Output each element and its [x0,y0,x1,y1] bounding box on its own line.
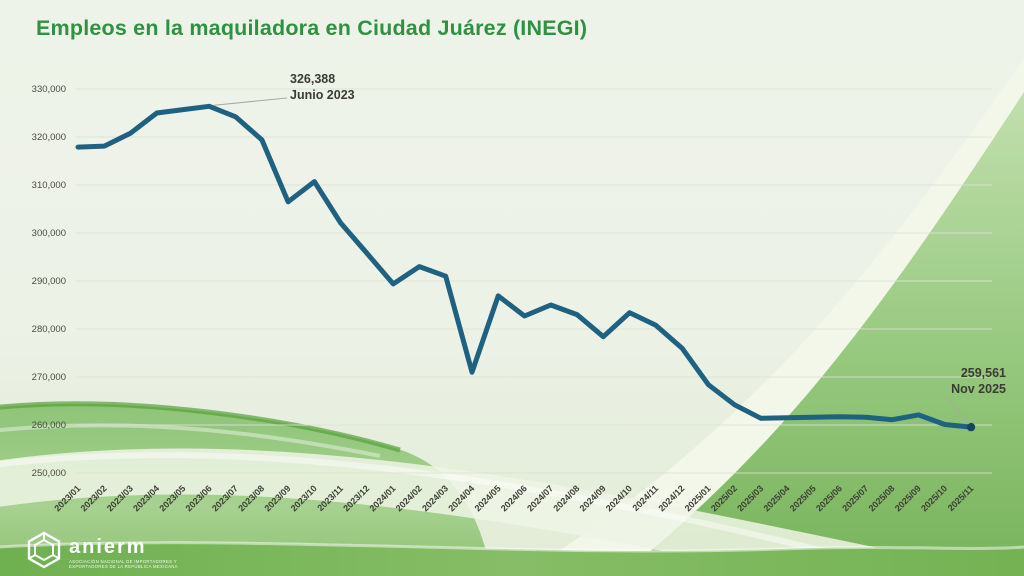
x-axis-tick-label: 2023/08 [236,483,266,513]
x-axis-tick-label: 2025/02 [709,483,739,513]
x-axis-tick-label: 2025/01 [683,483,713,513]
x-axis-tick-label: 2025/09 [893,483,923,513]
swoosh-white-line-2 [0,541,1024,553]
x-axis-tick-label: 2023/11 [315,483,345,513]
last-point-dot [966,422,976,432]
x-axis-tick-label: 2024/09 [578,483,608,513]
x-axis-tick-label: 2023/12 [341,483,371,513]
x-axis-tick-label: 2025/11 [946,483,976,513]
x-axis-tick-label: 2025/05 [788,483,818,513]
x-axis-tick-label: 2024/11 [631,483,661,513]
anierm-logo: anierm ASOCIACIÓN NACIONAL DE IMPORTADOR… [26,531,197,574]
x-axis-tick-label: 2024/05 [473,483,503,513]
x-axis-tick-label: 2023/07 [210,483,240,513]
x-axis-tick-label: 2024/01 [368,483,398,513]
anierm-tagline: ASOCIACIÓN NACIONAL DE IMPORTADORES Y EX… [69,558,178,569]
y-axis-tick-label: 270,000 [32,372,66,383]
end-annotation-label: Nov 2025 [951,381,1006,396]
x-axis-tick-label: 2023/02 [79,483,109,513]
x-axis-tick-label: 2025/08 [867,483,897,513]
x-axis-tick-label: 2023/05 [157,483,187,513]
end-annotation: 259,561 Nov 2025 [898,366,1006,397]
x-axis-tick-label: 2024/10 [604,483,634,513]
x-axis-tick-label: 2023/06 [184,483,214,513]
end-leader-line [947,398,970,425]
swoosh-bottom-strip [0,542,1024,576]
anierm-wordmark: anierm [69,535,147,558]
y-axis-tick-label: 280,000 [32,324,66,335]
employment-line [75,103,974,430]
peak-annotation: 326,388 Junio 2023 [290,72,355,103]
swoosh-white-line-3 [0,423,381,458]
swoosh-dark-edge [0,401,401,453]
x-axis-tick-label: 2025/03 [735,483,765,513]
x-axis-tick-label: 2023/04 [131,483,161,513]
x-axis-tick-label: 2024/03 [420,483,450,513]
peak-leader-line [213,97,288,106]
x-axis-tick-label: 2024/08 [551,483,581,513]
x-axis-tick-label: 2025/04 [761,483,791,513]
x-axis-tick-label: 2023/03 [105,483,135,513]
y-axis-tick-label: 290,000 [32,276,66,287]
x-axis-tick-label: 2023/10 [289,483,319,513]
x-axis-tick-label: 2023/09 [262,483,292,513]
y-axis-tick-label: 330,000 [32,84,66,95]
y-axis-tick-label: 260,000 [32,420,66,431]
x-axis-tick-label: 2024/04 [446,483,476,513]
y-axis-tick-label: 300,000 [32,228,66,239]
y-axis-tick-label: 320,000 [32,132,66,143]
swoosh-pale-ribbon [0,448,905,576]
x-axis-tick-label: 2023/01 [52,483,82,513]
y-axis-tick-label: 250,000 [32,468,66,479]
x-axis-tick-label: 2024/07 [525,483,555,513]
chart-title: Empleos en la maquiladora en Ciudad Juár… [36,16,588,40]
peak-annotation-label: Junio 2023 [290,87,355,102]
x-axis-tick-label: 2025/07 [840,483,870,513]
end-annotation-value: 259,561 [960,366,1006,380]
x-axis-tick-label: 2024/06 [499,483,529,513]
x-axis-tick-label: 2024/12 [656,483,686,513]
x-axis-tick-label: 2024/02 [394,483,424,513]
peak-annotation-value: 326,388 [290,72,336,86]
anierm-hexagon-icon [26,531,62,574]
swoosh-right [620,92,1024,576]
swoosh-white-line-1 [0,452,861,563]
x-axis-tick-label: 2025/10 [919,483,949,513]
x-axis-tick-label: 2025/06 [814,483,844,513]
y-axis-tick-label: 310,000 [32,180,66,191]
